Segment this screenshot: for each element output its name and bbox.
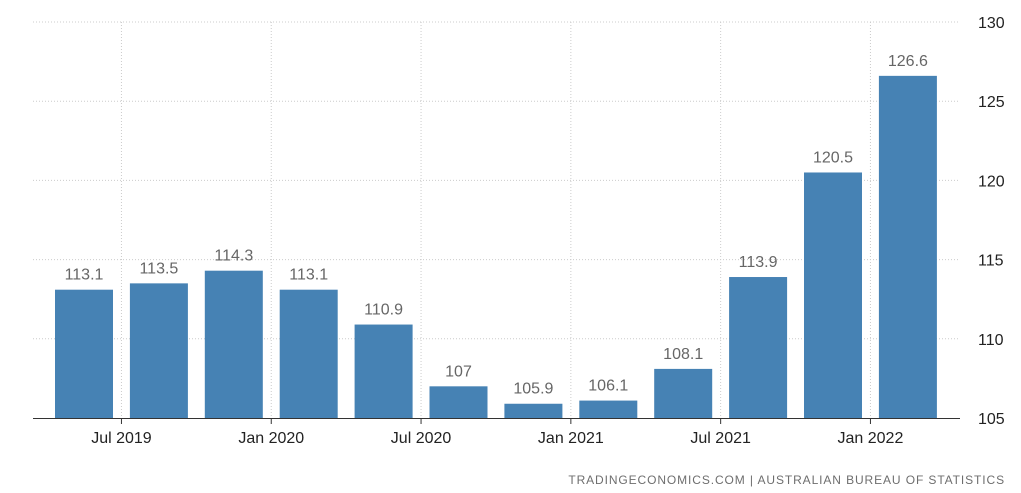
bar (729, 277, 788, 418)
data-label: 126.6 (888, 53, 928, 70)
source-footer: TRADINGECONOMICS.COM | AUSTRALIAN BUREAU… (568, 473, 1005, 487)
bar (579, 400, 638, 418)
x-axis: Jul 2019 Jan 2020 Jul 2020 Jan 2021 Jul 2021… (33, 418, 960, 447)
x-tick-label: Jan 2021 (538, 430, 604, 447)
y-tick-label: 125 (978, 94, 1005, 111)
bar (804, 172, 862, 418)
data-labels-group: 113.1 113.5 114.3 113.1 110.9 107 105.9 106.1 10… (65, 53, 928, 398)
y-tick-label: 110 (978, 332, 1004, 349)
x-tick-label: Jan 2022 (838, 430, 904, 447)
bar (279, 289, 338, 418)
data-label: 105.9 (513, 381, 553, 398)
y-tick-label: 130 (978, 15, 1005, 32)
bar (504, 403, 563, 418)
x-tick-label: Jul 2019 (91, 430, 152, 447)
bar (129, 283, 188, 418)
y-tick-label: 115 (978, 253, 1004, 270)
y-tick-label: 105 (978, 411, 1005, 428)
data-label: 110.9 (364, 302, 403, 319)
source-text: TRADINGECONOMICS.COM | AUSTRALIAN BUREAU… (568, 473, 1005, 487)
bar (654, 368, 713, 418)
bars-group (55, 75, 937, 418)
bar (878, 75, 937, 418)
data-label: 113.1 (289, 267, 328, 284)
x-tick-label: Jan 2020 (238, 430, 304, 447)
x-tick-label: Jul 2021 (690, 430, 751, 447)
y-axis: 105 110 115 120 125 130 (978, 15, 1005, 428)
bar (204, 270, 263, 418)
bar (429, 386, 488, 418)
bar (55, 289, 113, 418)
x-tick-label: Jul 2020 (391, 430, 452, 447)
grid-lines (33, 21, 960, 418)
data-label: 114.3 (214, 248, 253, 265)
y-tick-label: 120 (978, 173, 1005, 190)
data-label: 106.1 (588, 378, 628, 395)
data-label: 107 (445, 363, 472, 380)
data-label: 108.1 (663, 346, 703, 363)
data-label: 113.1 (65, 267, 104, 284)
data-label: 120.5 (813, 149, 853, 166)
data-label: 113.9 (739, 254, 778, 271)
bar (354, 324, 413, 418)
data-label: 113.5 (139, 260, 178, 277)
